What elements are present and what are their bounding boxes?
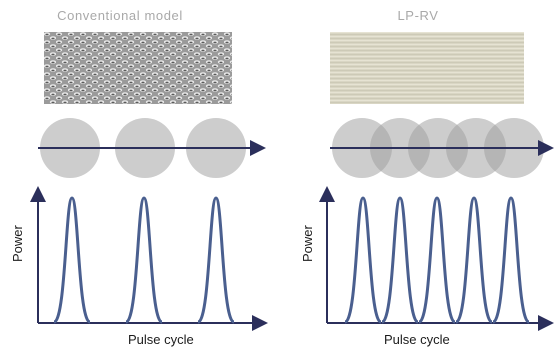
lprv-diagram <box>319 118 554 331</box>
pulse-train <box>343 196 531 324</box>
pulse-peak <box>52 196 92 324</box>
pulse-train <box>52 196 236 324</box>
lprv-x-axis-label: Pulse cycle <box>384 332 450 347</box>
conventional-diagram <box>30 118 268 331</box>
conventional-title: Conventional model <box>57 8 183 23</box>
conventional-x-axis-label: Pulse cycle <box>128 332 194 347</box>
conventional-texture-image <box>44 32 232 104</box>
pulse-peak <box>491 196 531 324</box>
pulse-peak <box>343 196 383 324</box>
pulse-peak <box>417 196 457 324</box>
lprv-texture-image <box>330 32 524 104</box>
lprv-title: LP-RV <box>397 8 439 23</box>
pulse-peak <box>124 196 164 324</box>
conventional-y-axis-label: Power <box>10 225 25 262</box>
pulse-peak <box>196 196 236 324</box>
pulse-peak <box>454 196 494 324</box>
pulse-peak <box>380 196 420 324</box>
lprv-panel: LP-RV <box>278 0 556 357</box>
lprv-y-axis-label: Power <box>300 225 315 262</box>
conventional-panel: Conventional model Po <box>10 8 268 347</box>
